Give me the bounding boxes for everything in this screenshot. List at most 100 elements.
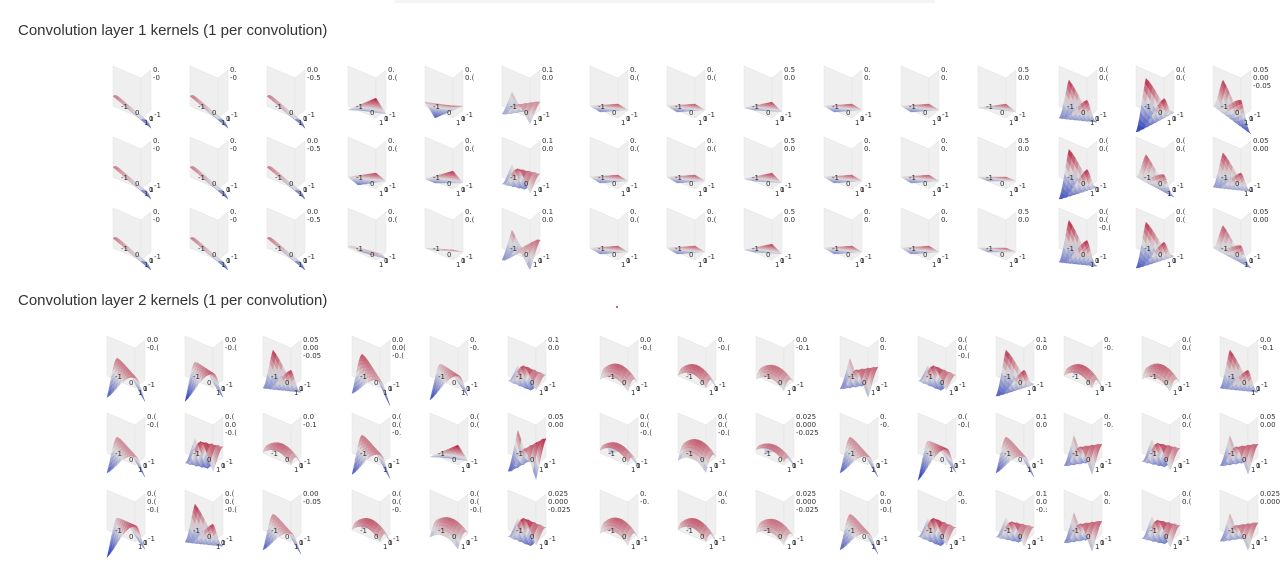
y-tick-label: 0 bbox=[149, 257, 153, 265]
x-tick-label: 1 bbox=[461, 115, 465, 123]
z-tick-label: 0.( bbox=[718, 421, 728, 429]
y-tick-label: 0 bbox=[221, 462, 225, 470]
z-tick-label: 0.( bbox=[465, 216, 475, 224]
y-tick-label: 1 bbox=[138, 543, 142, 551]
x-tick-label: 1 bbox=[303, 115, 307, 123]
z-tick-label: 0. bbox=[941, 137, 948, 145]
surface bbox=[666, 103, 706, 113]
y-tick-label: 0 bbox=[626, 115, 630, 123]
y-tick-label: -1 bbox=[471, 381, 478, 389]
surface bbox=[677, 518, 717, 543]
y-tick-label: -1 bbox=[959, 535, 966, 543]
x-tick-label: 0 bbox=[923, 251, 927, 259]
x-tick-label: 0 bbox=[846, 180, 850, 188]
z-tick-label: 0.0 bbox=[307, 137, 318, 145]
x-tick-label: 1 bbox=[636, 462, 640, 470]
y-tick-label: -1 bbox=[304, 458, 311, 466]
x-tick-label: -1 bbox=[1067, 245, 1074, 253]
z-tick-label: 0. bbox=[864, 137, 871, 145]
y-tick-label: 0 bbox=[780, 115, 784, 123]
side-pane bbox=[1005, 140, 1017, 190]
x-tick-label: -1 bbox=[1150, 450, 1157, 458]
x-tick-label: 0 bbox=[923, 180, 927, 188]
y-tick-label: 1 bbox=[709, 389, 713, 397]
y-tick-label: 0 bbox=[1249, 186, 1253, 194]
y-tick-label: 0 bbox=[703, 115, 707, 123]
y-tick-label: -1 bbox=[549, 535, 556, 543]
y-tick-label: 0 bbox=[461, 257, 465, 265]
z-tick-label: 0. bbox=[880, 413, 887, 421]
y-tick-label: -1 bbox=[1254, 253, 1261, 261]
z-tick-label: 0.( bbox=[718, 413, 728, 421]
x-tick-label: 1 bbox=[221, 462, 225, 470]
z-tick-label: 0.5 bbox=[1018, 208, 1029, 216]
x-tick-label: 0 bbox=[374, 533, 378, 541]
x-tick-label: 1 bbox=[1100, 385, 1104, 393]
z-tick-label: 0. bbox=[958, 490, 965, 498]
z-tick-label: 0. bbox=[388, 208, 395, 216]
y-tick-label: -1 bbox=[631, 111, 638, 119]
y-tick-label: -1 bbox=[1261, 458, 1268, 466]
surface bbox=[1219, 435, 1259, 475]
x-tick-label: -1 bbox=[193, 373, 200, 381]
x-tick-label: -1 bbox=[752, 245, 759, 253]
x-tick-label: 0 bbox=[135, 109, 139, 117]
z-tick-label: 0. bbox=[941, 208, 948, 216]
surface bbox=[1212, 152, 1252, 192]
surface bbox=[266, 237, 306, 270]
y-tick-label: 1 bbox=[461, 466, 465, 474]
y-tick-label: 0 bbox=[954, 462, 958, 470]
y-tick-label: 1 bbox=[775, 261, 779, 269]
y-tick-label: 0 bbox=[143, 462, 147, 470]
y-tick-label: -1 bbox=[631, 182, 638, 190]
x-tick-label: -1 bbox=[121, 103, 128, 111]
y-tick-label: 0 bbox=[303, 186, 307, 194]
y-tick-label: 1 bbox=[1251, 543, 1255, 551]
z-tick-label: -0.( bbox=[880, 506, 892, 514]
surface bbox=[429, 444, 469, 462]
y-tick-label: -1 bbox=[708, 182, 715, 190]
side-pane bbox=[452, 69, 464, 119]
y-tick-label: 0 bbox=[626, 257, 630, 265]
x-tick-label: 0 bbox=[612, 251, 616, 259]
z-tick-label: 0.1 bbox=[548, 336, 559, 344]
y-tick-label: 1 bbox=[144, 190, 148, 198]
z-tick-label: 0.1 bbox=[1036, 413, 1047, 421]
y-tick-label: -1 bbox=[148, 535, 155, 543]
y-tick-label: 0 bbox=[388, 462, 392, 470]
surface bbox=[189, 95, 229, 129]
y-tick-label: -1 bbox=[719, 458, 726, 466]
z-tick-label: -0 bbox=[230, 145, 237, 153]
z-tick-label: 0.0 bbox=[542, 74, 553, 82]
y-tick-label: 1 bbox=[932, 261, 936, 269]
z-tick-label: 0.( bbox=[470, 421, 480, 429]
y-tick-label: 1 bbox=[144, 119, 148, 127]
surface bbox=[424, 247, 464, 253]
y-tick-label: -1 bbox=[942, 182, 949, 190]
surface bbox=[112, 237, 152, 270]
y-tick-label: -1 bbox=[1105, 381, 1112, 389]
x-tick-label: 1 bbox=[1256, 462, 1260, 470]
z-tick-label: 0.5 bbox=[784, 137, 795, 145]
x-tick-label: 1 bbox=[544, 539, 548, 547]
y-tick-label: -1 bbox=[466, 253, 473, 261]
z-tick-label: 0.5 bbox=[784, 208, 795, 216]
z-tick-label: 0.( bbox=[1182, 421, 1192, 429]
z-tick-label: -0.( bbox=[225, 429, 237, 437]
y-tick-label: 0 bbox=[714, 539, 718, 547]
y-tick-label: 0 bbox=[1249, 115, 1253, 123]
x-tick-label: -1 bbox=[1228, 527, 1235, 535]
y-tick-label: 0 bbox=[149, 115, 153, 123]
